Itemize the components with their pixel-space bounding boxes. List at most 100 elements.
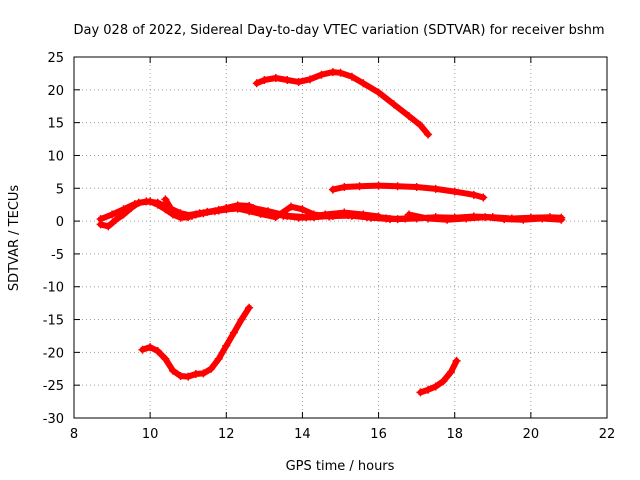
- data-point: [443, 215, 452, 224]
- data-point: [119, 205, 128, 214]
- y-tick-label: 25: [47, 51, 64, 66]
- x-axis-label: GPS time / hours: [286, 459, 395, 474]
- data-point: [229, 328, 238, 337]
- data-point: [405, 112, 414, 121]
- data-point: [412, 182, 421, 191]
- data-point: [416, 388, 425, 397]
- y-tick-label: -15: [43, 314, 64, 329]
- data-point: [233, 203, 242, 212]
- data-point: [317, 70, 326, 79]
- series-line: [417, 357, 460, 396]
- series-arc-near-zero-e: [405, 210, 566, 224]
- data-point: [146, 343, 155, 352]
- series-arc-upper: [252, 68, 433, 139]
- data-point: [153, 198, 162, 207]
- chart-title: Day 028 of 2022, Sidereal Day-to-day VTE…: [73, 23, 604, 38]
- data-point: [294, 77, 303, 86]
- data-point: [199, 369, 208, 378]
- data-point: [374, 213, 383, 222]
- y-tick-label: -5: [51, 248, 64, 263]
- data-point: [283, 211, 292, 220]
- y-tick-label: -20: [43, 346, 64, 361]
- data-point: [108, 210, 117, 219]
- data-point: [260, 75, 269, 84]
- y-tick-label: 10: [47, 149, 64, 164]
- data-point: [184, 372, 193, 381]
- data-point: [431, 382, 440, 391]
- data-point: [191, 370, 200, 379]
- data-point: [168, 207, 177, 216]
- data-point: [431, 184, 440, 193]
- data-point: [180, 211, 189, 220]
- data-point: [359, 210, 368, 219]
- data-point: [336, 68, 345, 77]
- series-line: [329, 182, 487, 201]
- data-point: [340, 182, 349, 191]
- data-point: [500, 215, 509, 224]
- data-point: [424, 130, 433, 139]
- y-axis-label: SDTVAR / TECUs: [7, 185, 22, 292]
- x-tick-label: 14: [294, 427, 311, 442]
- data-point: [271, 74, 280, 83]
- data-point: [446, 368, 455, 377]
- data-series: [96, 68, 566, 397]
- data-point: [481, 213, 490, 222]
- data-point: [153, 347, 162, 356]
- y-tick-label: -25: [43, 379, 64, 394]
- data-point: [355, 182, 364, 191]
- data-point: [302, 213, 311, 222]
- data-point: [214, 354, 223, 363]
- x-tick-label: 20: [523, 427, 540, 442]
- data-point: [393, 182, 402, 191]
- data-point: [374, 181, 383, 190]
- x-tick-label: 22: [599, 427, 616, 442]
- series-arc-plus5: [328, 181, 488, 202]
- data-point: [222, 341, 231, 350]
- data-point: [519, 215, 528, 224]
- data-point: [283, 75, 292, 84]
- y-tick-label: 20: [47, 84, 64, 99]
- x-tick-label: 8: [70, 427, 78, 442]
- data-point: [479, 193, 488, 202]
- data-point: [538, 214, 547, 223]
- axis-ticks: 8 10 12 14 16 18 20 22 25 20 15 10 5 0 -5 -10 -15 -20 -25 -…: [43, 51, 616, 442]
- data-point: [237, 315, 246, 324]
- data-point: [207, 364, 216, 373]
- data-point: [347, 72, 356, 81]
- series-line: [139, 304, 253, 380]
- series-line: [253, 69, 432, 138]
- data-point: [138, 345, 147, 354]
- data-point: [214, 206, 223, 215]
- data-point: [359, 79, 368, 88]
- y-tick-label: 5: [56, 182, 64, 197]
- data-point: [195, 209, 204, 218]
- data-point: [176, 371, 185, 380]
- data-point: [328, 68, 337, 77]
- y-tick-label: -10: [43, 281, 64, 296]
- data-point: [450, 187, 459, 196]
- data-point: [393, 215, 402, 224]
- data-point: [168, 366, 177, 375]
- data-point: [424, 214, 433, 223]
- data-point: [340, 208, 349, 217]
- data-point: [374, 88, 383, 97]
- series-arc-lower-left: [138, 303, 254, 381]
- data-point: [161, 195, 170, 204]
- data-point: [287, 202, 296, 211]
- data-point: [96, 215, 105, 224]
- data-point: [321, 210, 330, 219]
- plot-frame: [73, 56, 608, 419]
- data-point: [111, 215, 120, 224]
- data-point: [248, 203, 257, 212]
- data-point: [306, 75, 315, 84]
- x-tick-label: 10: [142, 427, 159, 442]
- data-point: [142, 197, 151, 206]
- y-tick-label: -30: [43, 412, 64, 427]
- grid-lines: [74, 57, 607, 418]
- data-point: [245, 303, 254, 312]
- data-point: [416, 121, 425, 130]
- data-point: [389, 100, 398, 109]
- data-point: [252, 79, 261, 88]
- x-tick-label: 12: [218, 427, 235, 442]
- x-tick-label: 18: [446, 427, 463, 442]
